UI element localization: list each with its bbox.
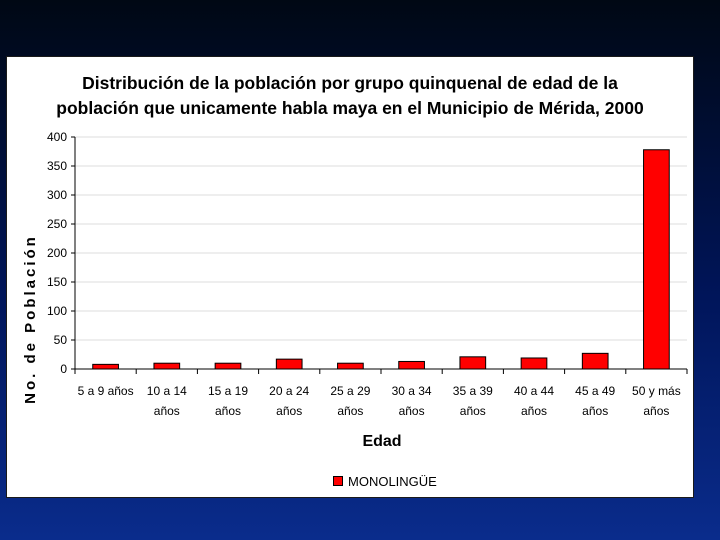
x-tick-label: 35 a 39 [453, 384, 493, 398]
chart-title-line-1: Distribución de la población por grupo q… [82, 73, 618, 93]
legend: MONOLINGÜE [333, 472, 437, 490]
bar [214, 362, 242, 370]
y-tick-label: 50 [54, 333, 68, 347]
bar [92, 363, 119, 370]
x-tick-label: años [643, 404, 669, 418]
y-tick-label: 250 [47, 217, 67, 231]
bar [520, 357, 548, 370]
x-tick-label: 5 a 9 años [78, 384, 134, 398]
y-tick-label: 150 [47, 275, 67, 289]
bar [275, 358, 303, 370]
y-tick-label: 400 [47, 130, 67, 144]
bar [581, 352, 609, 370]
x-tick-label: 50 y más [632, 384, 681, 398]
y-tick-label: 350 [47, 159, 67, 173]
x-tick-label: 20 a 24 [269, 384, 309, 398]
chart-panel: Distribución de la población por grupo q… [6, 56, 694, 498]
bar [398, 360, 425, 370]
chart-plot: 0 50 100 150 200 250 300 350 400 5 a 9 años 10 a 1… [47, 130, 688, 418]
chart-title-line-2: población que unicamente habla maya en e… [56, 98, 644, 118]
x-tick-label: años [399, 404, 425, 418]
bar [459, 356, 487, 370]
x-tick-label: años [460, 404, 486, 418]
y-tick-label: 300 [47, 188, 67, 202]
legend-swatch [333, 476, 343, 486]
x-axis-label: Edad [362, 433, 402, 450]
x-tick-label: años [582, 404, 608, 418]
x-tick-label: 15 a 19 [208, 384, 248, 398]
x-tick-label: 45 a 49 [575, 384, 615, 398]
bar [337, 362, 364, 370]
bar [643, 149, 670, 370]
x-tick-label: 40 a 44 [514, 384, 554, 398]
y-tick-label: 100 [47, 304, 67, 318]
y-tick-label: 200 [47, 246, 67, 260]
x-tick-label: 30 a 34 [392, 384, 432, 398]
x-tick-label: 10 a 14 [147, 384, 187, 398]
x-tick-label: años [337, 404, 363, 418]
y-tick-label: 0 [60, 362, 67, 376]
x-tick-label: años [154, 404, 180, 418]
x-tick-label: años [215, 404, 241, 418]
chart-title: Distribución de la población por grupo q… [7, 71, 693, 121]
bar [153, 362, 181, 370]
x-tick-label: años [521, 404, 547, 418]
x-tick-label: 25 a 29 [330, 384, 370, 398]
legend-label: MONOLINGÜE [348, 473, 437, 489]
x-tick-label: años [276, 404, 302, 418]
